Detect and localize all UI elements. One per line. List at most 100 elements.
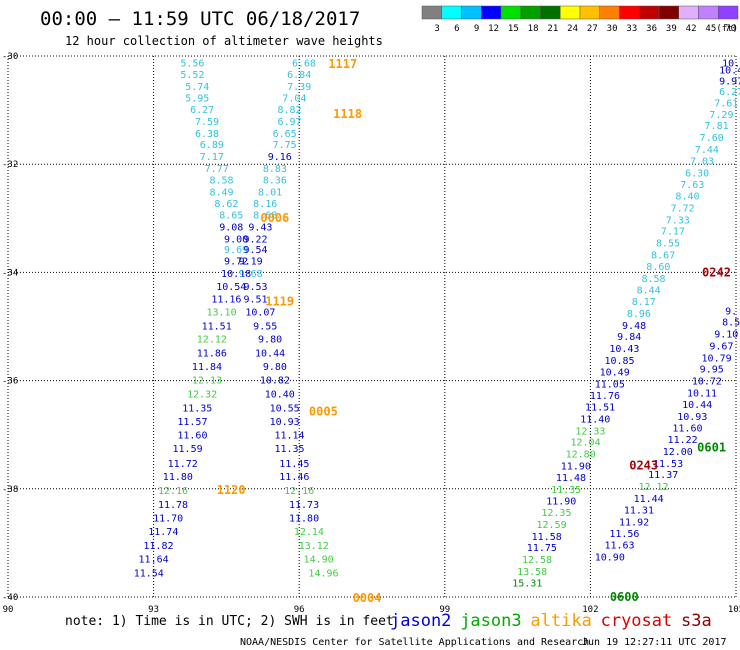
wave-height-value: 11.35 bbox=[274, 444, 304, 455]
wave-height-value: 10.90 bbox=[595, 552, 625, 563]
pass-time-label: 0004 bbox=[353, 591, 382, 605]
colorbar-label: 70 bbox=[725, 24, 736, 34]
wave-height-value: 8.40 bbox=[675, 192, 699, 203]
wave-height-value: 7.17 bbox=[200, 152, 224, 163]
wave-height-value: 11.78 bbox=[158, 500, 188, 511]
wave-height-value: 10.43 bbox=[609, 344, 639, 355]
wave-height-value: 6.27 bbox=[190, 105, 214, 116]
wave-height-value: 11.75 bbox=[527, 543, 557, 554]
colorbar-label: 21 bbox=[547, 24, 558, 34]
wave-height-value: 6.30 bbox=[685, 168, 709, 179]
wave-height-value: 9.48 bbox=[622, 321, 646, 332]
wave-height-value: 9.43 bbox=[248, 222, 272, 233]
wave-height-value: 10.72 bbox=[692, 377, 722, 388]
wave-height-value: 7.81 bbox=[705, 121, 729, 132]
colorbar-swatch bbox=[520, 5, 541, 20]
wave-height-value: 7.77 bbox=[205, 164, 229, 175]
wave-height-value: 7.61 bbox=[714, 99, 738, 110]
colorbar-label: 3 bbox=[434, 24, 439, 34]
wave-height-value: 8.60 bbox=[646, 262, 670, 273]
wave-height-value: 11.86 bbox=[197, 348, 227, 359]
wave-height-value: 8.68 bbox=[253, 211, 277, 222]
wave-height-value: 11.60 bbox=[672, 424, 702, 435]
colorbar-label: 30 bbox=[607, 24, 618, 34]
wave-height-value: 7.44 bbox=[695, 145, 719, 156]
wave-height-value: 9.54 bbox=[243, 245, 267, 256]
wave-height-value: 5.52 bbox=[180, 70, 204, 81]
wave-height-value: 11.82 bbox=[143, 541, 173, 552]
pass-time-label: 1117 bbox=[328, 57, 357, 71]
pass-time-label: 1120 bbox=[217, 483, 246, 497]
wave-height-value: 14.96 bbox=[308, 569, 338, 580]
wave-height-value: 12.13 bbox=[192, 376, 222, 387]
colorbar-swatch bbox=[599, 5, 620, 20]
wave-height-value: 11.35 bbox=[551, 485, 581, 496]
wave-height-value: 11.92 bbox=[619, 517, 649, 528]
y-tick-label: -38 bbox=[2, 485, 18, 495]
satellite-legend-jason3: jason3 bbox=[460, 611, 521, 631]
colorbar-swatch bbox=[678, 5, 699, 20]
wave-height-value: 6.89 bbox=[200, 140, 224, 151]
x-tick-label: 93 bbox=[148, 605, 159, 615]
colorbar-swatch bbox=[461, 5, 482, 20]
wave-height-value: 11.51 bbox=[585, 403, 615, 414]
wave-height-value: 10. bbox=[722, 58, 740, 69]
wave-height-value: 6.38 bbox=[195, 129, 219, 140]
chart-title: 00:00 – 11:59 UTC 06/18/2017 bbox=[40, 8, 360, 30]
colorbar-label: 33 bbox=[626, 24, 637, 34]
colorbar-swatch bbox=[639, 5, 660, 20]
wave-height-value: 11.80 bbox=[289, 513, 319, 524]
wave-height-value: 11.56 bbox=[609, 529, 639, 540]
wave-height-value: 8.58 bbox=[209, 175, 233, 186]
colorbar-swatch bbox=[421, 5, 442, 20]
x-tick-label: 105 bbox=[728, 605, 740, 615]
wave-height-value: 8.65 bbox=[219, 211, 243, 222]
wave-height-value: 7.17 bbox=[661, 227, 685, 238]
wave-height-value: 11.58 bbox=[532, 532, 562, 543]
timestamp-text: Jun 19 12:27:11 UTC 2017 bbox=[582, 637, 727, 648]
colorbar-label: 27 bbox=[587, 24, 598, 34]
wave-height-value: 10.49 bbox=[600, 367, 630, 378]
wave-height-value: 10.93 bbox=[270, 417, 300, 428]
wave-height-value: 10.44 bbox=[682, 400, 712, 411]
wave-height-value: 9.69 bbox=[224, 245, 248, 256]
wave-height-value: 6.65 bbox=[273, 129, 297, 140]
colorbar-label: 45 bbox=[705, 24, 716, 34]
wave-height-value: 11.22 bbox=[668, 435, 698, 446]
colorbar-swatch bbox=[481, 5, 502, 20]
wave-height-value: 12.00 bbox=[663, 447, 693, 458]
colorbar-swatch bbox=[579, 5, 600, 20]
wave-height-value: 10.44 bbox=[255, 348, 285, 359]
wave-height-value: 12.33 bbox=[575, 426, 605, 437]
axis-ticks: 90 93 96 99 102 105 -30 -32 -34 -36 -38 -40 bbox=[2, 52, 740, 615]
wave-height-value: 8.82 bbox=[277, 105, 301, 116]
observation-values: 5.565.525.745.956.277.596.386.897.177.77… bbox=[134, 58, 740, 589]
wave-height-value: 11.63 bbox=[604, 541, 634, 552]
x-tick-label: 90 bbox=[3, 605, 14, 615]
wave-height-value: 13.12 bbox=[299, 541, 329, 552]
wave-height-value: 11.45 bbox=[279, 459, 309, 470]
y-tick-label: -34 bbox=[2, 268, 18, 278]
grid-lines bbox=[7, 55, 737, 598]
satellite-legend-altika: altika bbox=[530, 611, 591, 631]
y-tick-label: -32 bbox=[2, 160, 18, 170]
wave-height-value: 8.36 bbox=[263, 175, 287, 186]
wave-height-value: 11.14 bbox=[274, 431, 304, 442]
wave-height-value: 11.54 bbox=[134, 569, 164, 580]
wave-height-value: 8.55 bbox=[656, 239, 680, 250]
wave-height-value: 9.08 bbox=[219, 222, 243, 233]
wave-height-value: 11.05 bbox=[595, 379, 625, 390]
wave-height-value: 12.12 bbox=[638, 482, 668, 493]
wave-height-value: 7.29 bbox=[709, 110, 733, 121]
wave-height-value: 8.5 bbox=[722, 318, 740, 329]
wave-height-value: 6.68 bbox=[292, 58, 316, 69]
wave-height-value: 11.46 bbox=[279, 472, 309, 483]
colorbar-swatch bbox=[658, 5, 679, 20]
wave-height-value: 7.60 bbox=[700, 133, 724, 144]
x-tick-label: 99 bbox=[439, 605, 450, 615]
wave-height-value: 11.48 bbox=[556, 473, 586, 484]
wave-height-value: 12.32 bbox=[187, 390, 217, 401]
wave-height-value: 11.51 bbox=[202, 321, 232, 332]
wave-height-value: 7.03 bbox=[690, 156, 714, 167]
wave-height-value: 11.76 bbox=[590, 391, 620, 402]
